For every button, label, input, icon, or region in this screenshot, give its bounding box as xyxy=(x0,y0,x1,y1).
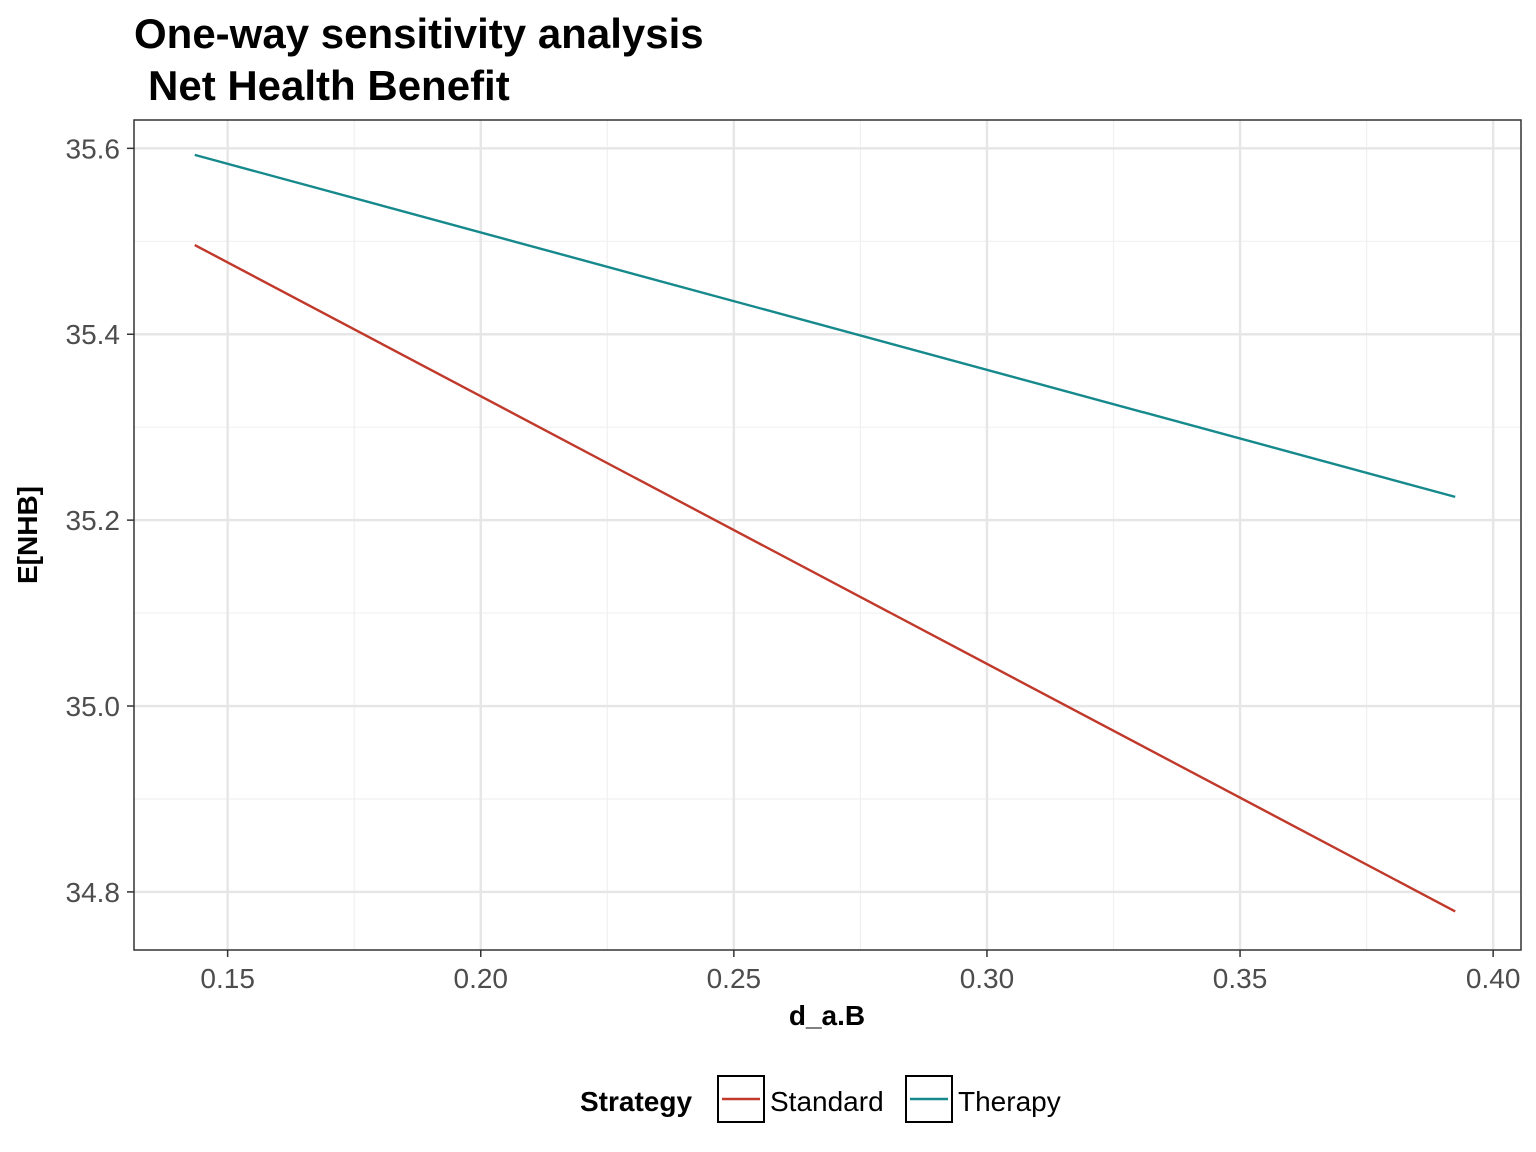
x-tick-label: 0.30 xyxy=(960,963,1015,994)
x-axis-title: d_a.B xyxy=(789,1000,865,1031)
x-tick-label: 0.15 xyxy=(200,963,255,994)
plot-panel-border xyxy=(133,119,1522,951)
x-tick-label: 0.35 xyxy=(1213,963,1268,994)
chart-title: One-way sensitivity analysis xyxy=(134,10,704,57)
y-tick-label: 34.8 xyxy=(66,877,121,908)
legend: Strategy Standard Therapy xyxy=(580,1075,1061,1123)
y-tick-label: 35.6 xyxy=(66,133,121,164)
x-tick-label: 0.25 xyxy=(707,963,762,994)
x-tick-label: 0.20 xyxy=(454,963,509,994)
series-lines xyxy=(194,153,1456,913)
y-axis: 34.8 35.0 35.2 35.4 35.6 xyxy=(66,133,134,908)
y-tick-label: 35.4 xyxy=(66,319,121,350)
x-axis: 0.15 0.20 0.25 0.30 0.35 0.40 xyxy=(200,950,1520,994)
chart-subtitle: Net Health Benefit xyxy=(148,62,510,109)
y-axis-title: E[NHB] xyxy=(12,486,43,584)
series-line-standard xyxy=(194,243,1456,913)
x-tick-label: 0.40 xyxy=(1466,963,1521,994)
y-tick-label: 35.2 xyxy=(66,505,121,536)
legend-title: Strategy xyxy=(580,1086,692,1117)
series-line-therapy xyxy=(194,153,1456,499)
legend-label-therapy: Therapy xyxy=(958,1086,1061,1117)
y-tick-label: 35.0 xyxy=(66,691,121,722)
legend-label-standard: Standard xyxy=(770,1086,884,1117)
grid xyxy=(134,120,1521,950)
